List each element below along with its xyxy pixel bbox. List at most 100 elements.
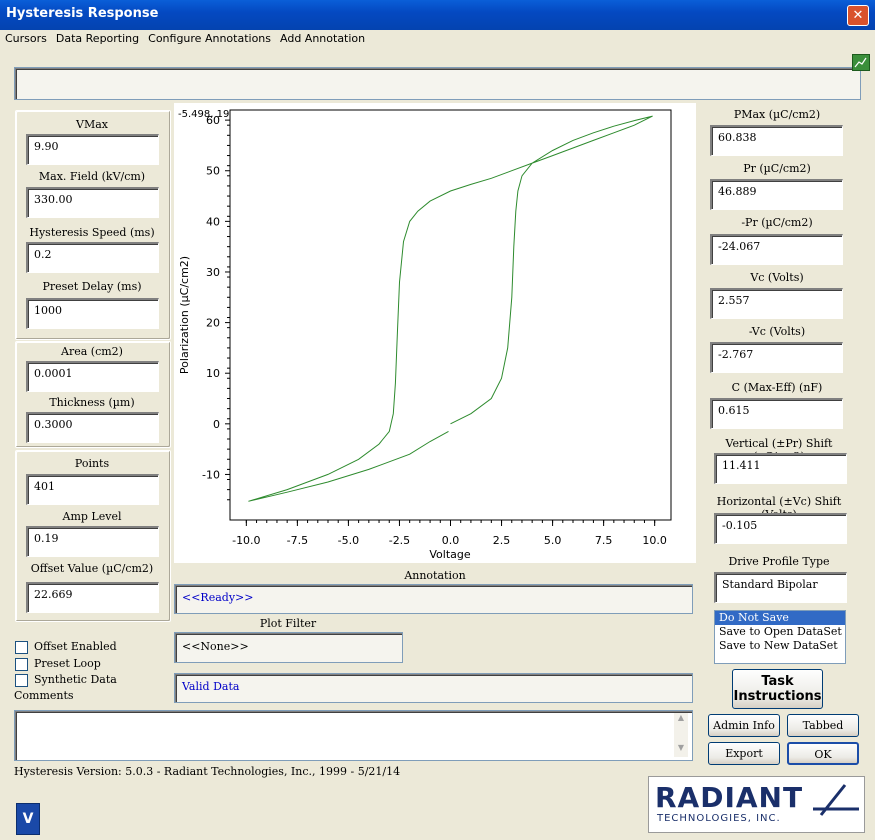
plot-filter-label: Plot Filter xyxy=(259,617,317,630)
y-tick-label: -10 xyxy=(202,468,220,481)
menu-bar: Cursors Data Reporting Configure Annotatio… xyxy=(0,30,875,48)
synthetic-data-checkbox[interactable] xyxy=(15,674,28,687)
plot-filter-field[interactable]: <<None>> xyxy=(174,632,403,663)
save-option-open-dataset[interactable]: Save to Open DataSet xyxy=(719,625,842,638)
offset-enabled-checkbox[interactable] xyxy=(15,641,28,654)
drive-profile-label: Drive Profile Type xyxy=(728,555,830,568)
neg-vc-field[interactable]: -2.767 xyxy=(710,342,843,373)
vmax-field[interactable]: 9.90 xyxy=(26,134,159,165)
x-tick-label: -7.5 xyxy=(287,534,308,547)
x-axis-label: Voltage xyxy=(429,548,470,561)
save-option-do-not-save[interactable]: Do Not Save xyxy=(715,611,845,625)
comments-textarea[interactable] xyxy=(14,710,693,761)
hysteresis-loop xyxy=(248,115,653,502)
x-tick-label: -2.5 xyxy=(389,534,410,547)
preset-loop-checkbox[interactable] xyxy=(15,658,28,671)
scroll-down-icon[interactable]: ▼ xyxy=(677,743,685,752)
cursor-readout: -5.498, 19.295 xyxy=(178,109,252,120)
pr-label: Pr (µC/cm2) xyxy=(743,162,811,175)
menu-configure-annotations[interactable]: Configure Annotations xyxy=(148,32,272,45)
points-label: Points xyxy=(74,457,110,470)
area-label: Area (cm2) xyxy=(61,345,123,358)
y-tick-label: 20 xyxy=(206,317,220,330)
x-tick-label: -5.0 xyxy=(338,534,359,547)
close-icon: ✕ xyxy=(852,8,864,23)
preset-delay-field[interactable]: 1000 xyxy=(26,298,159,329)
hysteresis-speed-label: Hysteresis Speed (ms) xyxy=(29,226,155,239)
menu-data-reporting[interactable]: Data Reporting xyxy=(55,32,140,45)
x-axis: -10.0 -7.5 -5.0 -2.5 0.0 2.5 5.0 7.5 10.0 xyxy=(232,520,667,547)
x-tick-label: 2.5 xyxy=(493,534,511,547)
pr-field[interactable]: 46.889 xyxy=(710,179,843,210)
graph-glyph xyxy=(854,57,867,68)
radiant-logo-text: RADIANT xyxy=(655,781,804,814)
y-tick-label: 50 xyxy=(206,165,220,178)
menu-add-annotation[interactable]: Add Annotation xyxy=(280,32,366,45)
c-max-eff-field[interactable]: 0.615 xyxy=(710,398,843,429)
task-instructions-button[interactable]: Task Instructions xyxy=(732,669,823,709)
comments-scrollbar[interactable]: ▲ ▼ xyxy=(674,713,688,757)
hysteresis-speed-field[interactable]: 0.2 xyxy=(26,242,159,273)
close-button[interactable]: ✕ xyxy=(847,5,869,26)
save-option-new-dataset[interactable]: Save to New DataSet xyxy=(719,639,838,652)
y-tick-label: 60 xyxy=(206,114,220,127)
y-tick-label: 40 xyxy=(206,215,220,228)
x-tick-label: 5.0 xyxy=(544,534,562,547)
vc-field[interactable]: 2.557 xyxy=(710,288,843,319)
plot-area xyxy=(229,109,672,521)
status-field: Valid Data xyxy=(174,673,693,703)
annotation-field[interactable]: <<Ready>> xyxy=(174,584,693,614)
max-field-field[interactable]: 330.00 xyxy=(26,187,159,218)
neg-pr-label: -Pr (µC/cm2) xyxy=(741,216,813,229)
preset-loop-label: Preset Loop xyxy=(34,657,101,670)
y-axis: -10 0 10 20 30 40 50 60 xyxy=(202,114,230,501)
chart-panel: -5.498, 19.295 -10 0 10 20 30 40 50 60 -10.0 -7.… xyxy=(174,103,696,563)
y-tick-label: 10 xyxy=(206,367,220,380)
window-title: Hysteresis Response xyxy=(6,6,159,21)
amp-level-field[interactable]: 0.19 xyxy=(26,526,159,557)
offset-enabled-label: Offset Enabled xyxy=(34,640,117,653)
top-status-field xyxy=(14,67,861,100)
c-max-eff-label: C (Max-Eff) (nF) xyxy=(731,381,823,394)
points-field[interactable]: 401 xyxy=(26,474,159,505)
vc-label: Vc (Volts) xyxy=(750,271,804,284)
synthetic-data-label: Synthetic Data xyxy=(34,673,117,686)
pmax-label: PMax (µC/cm2) xyxy=(733,108,821,121)
neg-pr-field[interactable]: -24.067 xyxy=(710,234,843,265)
vmax-label: VMax xyxy=(76,118,108,131)
export-button[interactable]: Export xyxy=(708,742,780,765)
radiant-logo-subtext: TECHNOLOGIES, INC. xyxy=(657,813,781,824)
x-tick-label: 10.0 xyxy=(642,534,667,547)
title-bar: Hysteresis Response ✕ xyxy=(0,0,875,30)
annotation-label: Annotation xyxy=(404,569,466,582)
preset-delay-label: Preset Delay (ms) xyxy=(42,280,142,293)
area-field[interactable]: 0.0001 xyxy=(26,361,159,392)
save-option-listbox[interactable]: Do Not Save Save to Open DataSet Save to… xyxy=(714,610,846,664)
tabbed-view-button[interactable]: Tabbed View xyxy=(787,714,859,753)
pmax-field[interactable]: 60.838 xyxy=(710,125,843,156)
version-text: Hysteresis Version: 5.0.3 - Radiant Tech… xyxy=(14,765,401,778)
thickness-label: Thickness (µm) xyxy=(49,396,135,409)
scroll-up-icon[interactable]: ▲ xyxy=(677,713,685,722)
amp-level-label: Amp Level xyxy=(62,510,122,523)
admin-info-button[interactable]: Admin Info xyxy=(708,714,780,737)
x-tick-label: 0.0 xyxy=(442,534,460,547)
x-tick-label: 7.5 xyxy=(595,534,613,547)
ok-button[interactable]: OK xyxy=(787,742,859,765)
radiant-swoosh-icon xyxy=(813,784,859,816)
y-axis-label: Polarization (µC/cm2) xyxy=(178,256,191,374)
y-tick-label: 30 xyxy=(206,266,220,279)
horizontal-shift-field[interactable]: -0.105 xyxy=(714,513,847,544)
offset-value-label: Offset Value (µC/cm2) xyxy=(30,562,154,575)
neg-vc-label: -Vc (Volts) xyxy=(748,325,806,338)
menu-cursors[interactable]: Cursors xyxy=(5,32,47,45)
max-field-label: Max. Field (kV/cm) xyxy=(38,170,146,183)
thickness-field[interactable]: 0.3000 xyxy=(26,412,159,443)
comments-label: Comments xyxy=(14,689,74,702)
offset-value-field[interactable]: 22.669 xyxy=(26,582,159,613)
graph-icon[interactable] xyxy=(852,54,870,71)
vertical-shift-field[interactable]: 11.411 xyxy=(714,453,847,484)
task-instructions-label: Task Instructions xyxy=(733,674,822,704)
radiant-logo: RADIANT TECHNOLOGIES, INC. xyxy=(648,776,865,833)
drive-profile-field[interactable]: Standard Bipolar xyxy=(714,572,847,603)
